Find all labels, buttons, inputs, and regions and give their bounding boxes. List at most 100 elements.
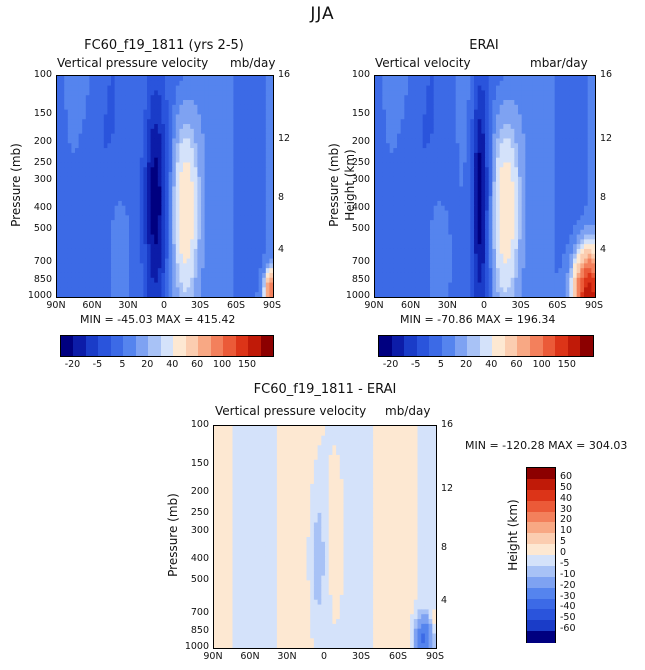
panel1-cell xyxy=(147,220,152,226)
panel1-cell xyxy=(121,90,126,96)
panel1-cell xyxy=(175,157,180,164)
panel1-cell xyxy=(157,109,162,116)
panel2-cell xyxy=(576,205,581,212)
panel1-cell xyxy=(219,205,224,212)
panel1-cell xyxy=(183,100,188,106)
panel1-cell xyxy=(204,181,209,188)
panel2-cell xyxy=(554,220,559,226)
panel2-cell xyxy=(499,152,504,159)
panel2-cell xyxy=(400,253,405,260)
panel2-cell xyxy=(569,248,574,255)
panel2-subtitle: Vertical velocity xyxy=(375,56,471,70)
panel1-cell xyxy=(89,200,94,207)
panel2-cell xyxy=(532,224,537,231)
panel1-cell xyxy=(96,268,101,274)
panel1-cell xyxy=(147,90,152,96)
panel1-cell xyxy=(201,138,206,144)
panel2-cell xyxy=(558,234,563,240)
panel2-cell xyxy=(547,80,552,87)
panel1-cell xyxy=(240,186,245,192)
panel1-cell xyxy=(201,210,206,216)
panel1-cell xyxy=(67,124,72,130)
panel1-cell xyxy=(143,104,148,111)
panel1-cell xyxy=(100,167,105,173)
panel1-cell xyxy=(150,277,155,284)
panel1-cell xyxy=(121,258,126,264)
panel2-cell xyxy=(382,205,387,212)
panel2-cell xyxy=(551,186,556,192)
panel2-cell xyxy=(492,95,497,101)
panel1-cell xyxy=(211,292,216,297)
panel1-cell xyxy=(78,205,83,212)
panel1-cell xyxy=(132,268,137,274)
panel1-cell xyxy=(186,253,191,260)
panel1-cell xyxy=(233,253,238,260)
panel1-cell xyxy=(247,176,252,183)
panel2-cell xyxy=(430,100,435,106)
panel1-cell xyxy=(229,100,234,106)
panel2-cell xyxy=(492,124,497,130)
panel1-cell xyxy=(57,287,62,293)
panel2-cell xyxy=(499,200,504,207)
panel2-cell xyxy=(551,90,556,96)
panel1-cell xyxy=(219,167,224,173)
panel2-cell xyxy=(576,176,581,183)
panel1-cell xyxy=(226,239,231,245)
panel2-cell xyxy=(444,114,449,120)
panel2-cell xyxy=(393,109,398,116)
panel1-cell xyxy=(150,191,155,197)
panel1-cell xyxy=(197,109,202,116)
panel1-cell xyxy=(89,244,94,250)
panel1-cell xyxy=(147,205,152,212)
panel2-cell xyxy=(400,148,405,154)
panel1-cell xyxy=(114,124,119,130)
panel1-cell xyxy=(262,196,267,202)
panel1-cell xyxy=(233,215,238,221)
panel1-cell xyxy=(89,263,94,269)
panel1-cell xyxy=(258,287,263,293)
panel2-cell xyxy=(404,205,409,212)
panel2-cell xyxy=(584,248,589,255)
panel2-cell xyxy=(455,76,460,82)
panel1-cell xyxy=(82,138,87,144)
panel2-cell xyxy=(426,143,431,149)
panel1-cell xyxy=(96,244,101,250)
panel1-cell xyxy=(244,128,249,135)
panel1-cell xyxy=(82,172,87,178)
panel1-cell xyxy=(64,138,69,144)
panel2-cell xyxy=(411,191,416,197)
panel1-cell xyxy=(204,119,209,125)
panel2-cell xyxy=(525,215,530,221)
panel2-cell xyxy=(569,205,574,212)
panel2-cell xyxy=(558,80,563,87)
panel1-cell xyxy=(85,244,90,250)
panel1-cell xyxy=(237,258,242,264)
panel2-cell xyxy=(474,128,479,135)
panel1-cell xyxy=(89,114,94,120)
panel2-cell xyxy=(426,114,431,120)
panel2-cell xyxy=(499,186,504,192)
panel1-cell xyxy=(93,272,98,279)
panel2-cell xyxy=(488,124,493,130)
panel1-cell xyxy=(89,148,94,154)
panel2-cell xyxy=(591,143,595,149)
panel1-cell xyxy=(255,253,260,260)
panel2-cell xyxy=(507,133,512,140)
panel2-cell xyxy=(477,239,482,245)
panel1-cell xyxy=(78,210,83,216)
panel2-cell xyxy=(496,176,501,183)
panel1-cell xyxy=(204,128,209,135)
panel1-cell xyxy=(208,186,213,192)
panel2-cell xyxy=(477,196,482,202)
panel1-cell xyxy=(240,80,245,87)
panel1-cell xyxy=(132,282,137,288)
panel2-cell xyxy=(477,95,482,101)
panel1-cell xyxy=(255,104,260,111)
panel2-cell xyxy=(496,229,501,236)
panel2-cell xyxy=(514,191,519,197)
panel1-cell xyxy=(255,220,260,226)
panel2-cell xyxy=(492,220,497,226)
panel2-cell xyxy=(485,224,490,231)
panel2-cell xyxy=(393,191,398,197)
panel1-cell xyxy=(226,229,231,236)
